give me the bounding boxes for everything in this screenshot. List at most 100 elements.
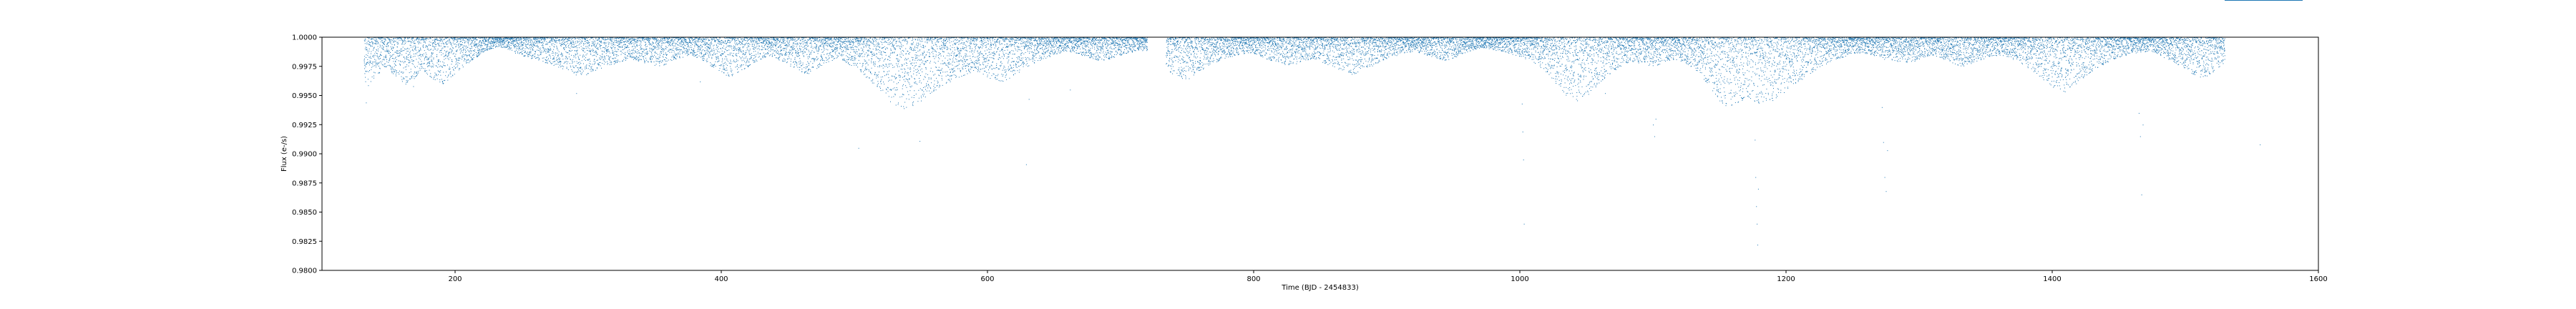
data-point — [643, 49, 645, 51]
data-point — [575, 38, 576, 39]
data-point — [447, 79, 449, 81]
data-point — [418, 62, 419, 63]
data-point — [685, 50, 686, 52]
data-point — [535, 38, 537, 39]
data-point — [479, 50, 480, 52]
data-point — [733, 39, 735, 41]
data-point — [616, 55, 618, 57]
data-point — [812, 63, 814, 64]
data-point — [528, 56, 530, 57]
data-point — [737, 44, 738, 46]
data-point — [431, 67, 432, 68]
data-point — [786, 62, 787, 64]
data-point — [454, 68, 456, 69]
data-point — [369, 41, 370, 43]
data-point — [806, 72, 808, 74]
data-point — [723, 41, 724, 42]
data-point — [367, 62, 368, 64]
data-point — [646, 59, 648, 61]
data-point — [744, 68, 746, 69]
data-point — [675, 44, 676, 45]
data-point — [504, 46, 506, 48]
data-point — [701, 46, 703, 48]
data-point — [419, 51, 420, 52]
data-point — [621, 41, 623, 43]
data-point — [576, 72, 577, 74]
data-point — [427, 66, 429, 67]
data-point — [539, 48, 540, 49]
data-point — [605, 45, 607, 46]
data-point — [766, 40, 768, 41]
data-point — [570, 51, 572, 52]
data-point — [799, 55, 800, 56]
data-point — [631, 43, 633, 44]
data-point — [436, 49, 438, 51]
data-point — [374, 55, 376, 57]
data-point — [548, 49, 550, 51]
data-point — [457, 58, 459, 59]
data-point — [678, 37, 680, 39]
data-point — [504, 42, 506, 44]
data-point — [406, 59, 408, 60]
data-point — [678, 52, 679, 54]
data-point — [477, 53, 478, 54]
data-point — [440, 65, 441, 67]
data-point — [633, 39, 635, 40]
data-point — [376, 62, 378, 64]
data-point — [716, 44, 717, 46]
data-point — [630, 49, 632, 51]
data-point — [366, 49, 367, 51]
data-point — [452, 74, 454, 76]
data-point — [453, 69, 454, 70]
data-point — [379, 44, 381, 46]
data-point — [633, 52, 635, 54]
data-point — [580, 37, 581, 39]
data-point — [648, 41, 649, 43]
data-point — [580, 63, 582, 64]
data-point — [497, 37, 499, 39]
data-point — [497, 46, 499, 47]
data-point — [494, 39, 496, 40]
data-point — [703, 60, 704, 62]
data-point — [728, 39, 729, 41]
data-point — [706, 59, 707, 61]
data-point — [495, 41, 497, 43]
data-point — [750, 37, 751, 39]
data-point — [407, 57, 409, 58]
data-point — [618, 45, 619, 46]
data-point — [588, 64, 590, 66]
data-point — [445, 75, 447, 77]
data-point — [585, 67, 587, 68]
data-point — [566, 57, 567, 58]
data-point — [586, 74, 587, 76]
data-point — [462, 37, 464, 39]
data-point — [364, 61, 365, 62]
data-point — [608, 41, 609, 43]
data-point — [421, 37, 422, 39]
data-point — [525, 51, 526, 52]
data-point — [588, 59, 590, 60]
data-point — [614, 61, 615, 62]
data-point — [766, 40, 768, 41]
data-point — [370, 61, 371, 62]
data-point — [433, 41, 434, 43]
data-point — [719, 41, 721, 42]
data-point — [767, 38, 769, 39]
data-point — [726, 69, 728, 71]
data-point — [767, 52, 769, 54]
data-point — [797, 39, 799, 40]
data-point — [535, 37, 536, 39]
data-point — [669, 52, 670, 53]
data-point — [449, 48, 451, 49]
data-point — [656, 41, 658, 42]
data-point — [699, 52, 701, 54]
data-point — [796, 56, 798, 57]
data-point — [429, 49, 431, 51]
data-point — [808, 69, 809, 70]
data-point — [399, 52, 401, 54]
data-point — [479, 39, 481, 41]
data-point — [452, 50, 453, 52]
data-point — [585, 65, 587, 67]
data-point — [509, 39, 511, 40]
data-point — [378, 50, 379, 52]
